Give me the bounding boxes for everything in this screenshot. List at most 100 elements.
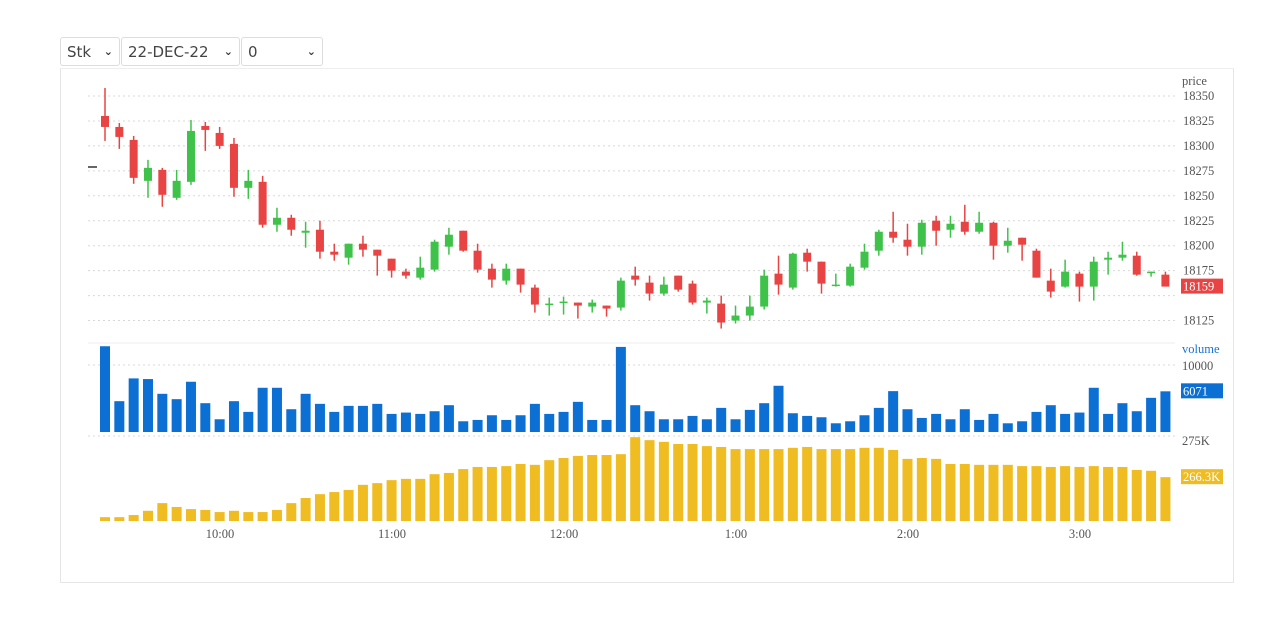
- symbol-select[interactable]: Stk ⌄: [60, 37, 120, 66]
- candle[interactable]: [487, 263, 496, 288]
- candle[interactable]: [588, 299, 597, 313]
- volume-bar[interactable]: [100, 346, 110, 432]
- oi-bar[interactable]: [357, 484, 368, 521]
- volume-bar[interactable]: [931, 413, 942, 432]
- oi-bar[interactable]: [687, 443, 698, 521]
- volume-bar[interactable]: [830, 423, 841, 432]
- candle[interactable]: [688, 280, 697, 305]
- candle[interactable]: [1046, 268, 1055, 298]
- candle[interactable]: [502, 263, 511, 285]
- volume-bar[interactable]: [601, 419, 612, 432]
- volume-bar[interactable]: [845, 421, 856, 432]
- oi-bar[interactable]: [114, 517, 125, 521]
- oi-bar[interactable]: [1031, 466, 1042, 521]
- volume-bar[interactable]: [1131, 411, 1142, 432]
- candle[interactable]: [960, 204, 969, 235]
- volume-bar[interactable]: [945, 419, 956, 432]
- candle[interactable]: [917, 219, 926, 255]
- oi-bar[interactable]: [1002, 464, 1013, 521]
- oi-bar[interactable]: [587, 455, 598, 521]
- candle[interactable]: [373, 249, 382, 276]
- volume-bar[interactable]: [701, 419, 712, 432]
- oi-bar[interactable]: [300, 498, 311, 521]
- candle[interactable]: [774, 255, 783, 295]
- oi-bar[interactable]: [185, 509, 196, 521]
- candle[interactable]: [731, 305, 740, 324]
- volume-bar[interactable]: [959, 409, 970, 432]
- volume-bar[interactable]: [1074, 412, 1085, 432]
- volume-bar[interactable]: [185, 381, 196, 432]
- candle[interactable]: [330, 243, 339, 261]
- candle[interactable]: [803, 248, 812, 272]
- volume-bar[interactable]: [243, 411, 254, 432]
- oi-bar[interactable]: [730, 449, 741, 521]
- volume-bar[interactable]: [773, 385, 784, 432]
- candle[interactable]: [616, 277, 625, 311]
- candle[interactable]: [244, 169, 253, 199]
- volume-bar[interactable]: [859, 415, 870, 432]
- volume-bar[interactable]: [458, 421, 469, 432]
- oi-bar[interactable]: [744, 449, 755, 521]
- volume-bar[interactable]: [902, 409, 913, 432]
- oi-bar[interactable]: [1045, 466, 1056, 521]
- candle[interactable]: [215, 126, 224, 149]
- candle[interactable]: [889, 211, 898, 243]
- oi-bar[interactable]: [501, 466, 512, 521]
- volume-bar[interactable]: [787, 413, 798, 432]
- candle[interactable]: [1147, 271, 1156, 277]
- oi-bar[interactable]: [286, 503, 297, 521]
- oi-bar[interactable]: [630, 437, 641, 521]
- candle[interactable]: [229, 137, 238, 197]
- candle[interactable]: [1075, 271, 1084, 302]
- oi-bar[interactable]: [200, 509, 211, 521]
- oi-bar[interactable]: [572, 455, 583, 521]
- candle[interactable]: [158, 167, 167, 207]
- volume-bar[interactable]: [644, 411, 655, 432]
- volume-bar[interactable]: [515, 415, 526, 432]
- volume-bar[interactable]: [615, 346, 626, 432]
- volume-bar[interactable]: [171, 399, 182, 432]
- volume-bar[interactable]: [372, 403, 383, 432]
- volume-bar[interactable]: [1160, 391, 1171, 432]
- oi-bar[interactable]: [558, 458, 569, 521]
- volume-bar[interactable]: [687, 415, 698, 432]
- candle[interactable]: [602, 305, 611, 317]
- strike-select[interactable]: 0 ⌄: [241, 37, 323, 66]
- oi-bar[interactable]: [945, 463, 956, 521]
- candle[interactable]: [717, 295, 726, 329]
- oi-bar[interactable]: [1017, 466, 1028, 521]
- volume-bar[interactable]: [1103, 413, 1114, 432]
- volume-bar[interactable]: [200, 403, 211, 432]
- volume-bar[interactable]: [1146, 397, 1157, 432]
- oi-bar[interactable]: [673, 443, 684, 521]
- candle[interactable]: [172, 169, 181, 200]
- oi-bar[interactable]: [415, 478, 426, 521]
- oi-bar[interactable]: [171, 506, 182, 521]
- oi-bar[interactable]: [515, 463, 526, 521]
- candle[interactable]: [101, 88, 109, 141]
- volume-bar[interactable]: [314, 403, 325, 432]
- candle[interactable]: [143, 159, 152, 198]
- volume-bar[interactable]: [386, 413, 397, 432]
- oi-bar[interactable]: [458, 469, 469, 521]
- volume-bar[interactable]: [357, 405, 368, 432]
- oi-bar[interactable]: [974, 464, 985, 521]
- candle[interactable]: [387, 258, 396, 278]
- volume-bar[interactable]: [759, 403, 770, 432]
- oi-bar[interactable]: [1088, 466, 1099, 521]
- volume-bar[interactable]: [988, 413, 999, 432]
- volume-bar[interactable]: [486, 415, 497, 432]
- oi-bar[interactable]: [128, 515, 139, 521]
- oi-bar[interactable]: [615, 454, 626, 521]
- candle[interactable]: [444, 227, 453, 255]
- volume-bar[interactable]: [816, 417, 827, 432]
- oi-bar[interactable]: [988, 464, 999, 521]
- volume-bar[interactable]: [888, 391, 899, 432]
- volume-bar[interactable]: [1002, 423, 1013, 432]
- volume-bar[interactable]: [716, 407, 727, 432]
- candle[interactable]: [272, 207, 281, 232]
- oi-bar[interactable]: [329, 492, 340, 521]
- volume-bar[interactable]: [343, 405, 354, 432]
- volume-bar[interactable]: [329, 411, 340, 432]
